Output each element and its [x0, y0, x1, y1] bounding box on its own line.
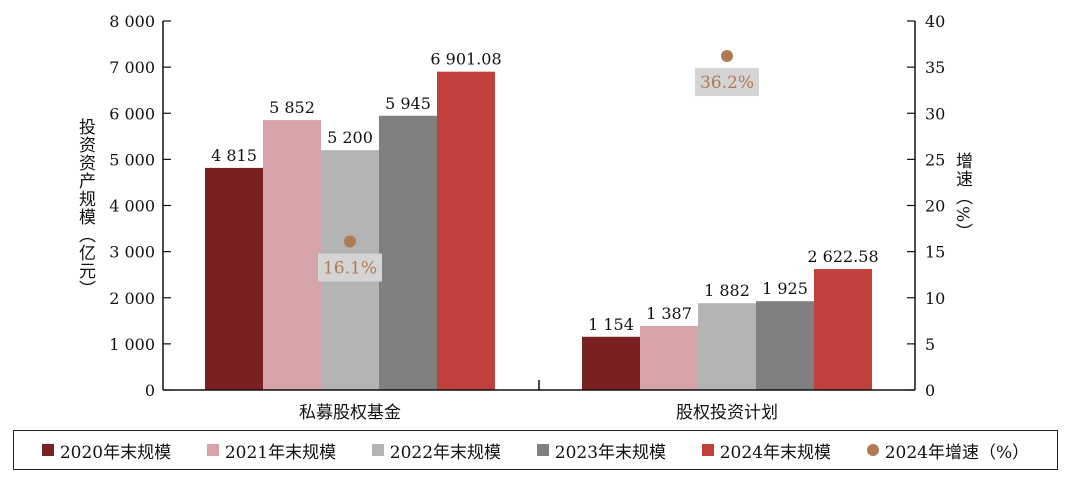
legend-item-2024: 2024年末规模	[701, 438, 831, 463]
y-tick-label-left: 7 000	[109, 58, 155, 77]
legend-swatch-2024	[701, 444, 714, 456]
legend-swatch-2020	[41, 444, 54, 456]
y-tick-label-right: 40	[925, 12, 945, 31]
bar-2021年末规模-私募股权基金	[263, 120, 321, 390]
y-tick-label-right: 30	[925, 104, 945, 123]
legend-label-2024: 2024年末规模	[719, 442, 831, 463]
legend-label-2021: 2021年末规模	[224, 442, 337, 463]
legend-item-growth: 2024年增速（%）	[866, 438, 1030, 463]
legend-item-2021: 2021年末规模	[206, 438, 337, 463]
bar-value-label: 5 852	[269, 98, 315, 117]
legend-item-2023: 2023年末规模	[536, 438, 667, 463]
legend-label-2022: 2022年末规模	[389, 442, 502, 463]
bar-value-label: 1 925	[762, 279, 808, 298]
y-tick-label-left: 4 000	[109, 197, 155, 216]
legend-dot-growth	[866, 444, 879, 456]
y-tick-label-left: 6 000	[109, 104, 155, 123]
y-tick-label-right: 0	[925, 381, 935, 400]
bar-value-label: 2 622.58	[807, 247, 878, 266]
bar-value-label: 6 901.08	[430, 50, 501, 69]
bar-2021年末规模-股权投资计划	[640, 326, 698, 390]
bar-2020年末规模-股权投资计划	[582, 336, 640, 390]
y-tick-label-right: 20	[925, 197, 945, 216]
legend-label-2020: 2020年末规模	[59, 442, 172, 463]
bar-2024年末规模-私募股权基金	[437, 71, 495, 390]
y-tick-label-right: 25	[925, 150, 945, 169]
legend-item-2020: 2020年末规模	[41, 438, 172, 463]
y-tick-label-left: 8 000	[109, 12, 155, 31]
growth-value-label: 36.2%	[700, 73, 754, 93]
legend-swatch-2022	[371, 444, 384, 456]
bar-2024年末规模-股权投资计划	[814, 269, 872, 390]
growth-label-box	[695, 68, 759, 97]
y-tick-label-right: 10	[925, 289, 945, 308]
growth-value-label: 16.1%	[323, 258, 377, 278]
growth-point	[344, 235, 356, 248]
legend-label-2023: 2023年末规模	[554, 442, 667, 463]
legend: 2020年末规模 2021年末规模 2022年末规模 2023年末规模 2024…	[13, 430, 1058, 470]
growth-label-box	[318, 253, 382, 282]
bar-value-label: 1 387	[646, 304, 692, 323]
bar-value-label: 1 154	[588, 315, 634, 334]
bar-2023年末规模-股权投资计划	[756, 301, 814, 390]
bar-2022年末规模-股权投资计划	[698, 303, 756, 390]
legend-label-growth: 2024年增速（%）	[884, 442, 1030, 463]
bar-value-label: 1 882	[704, 281, 750, 300]
x-category-label: 私募股权基金	[299, 403, 401, 423]
y-tick-label-left: 2 000	[109, 289, 155, 308]
bar-value-label: 4 815	[211, 146, 257, 165]
y-axis-label-left: 投资资产规模（亿元）	[75, 118, 95, 298]
legend-swatch-2023	[536, 444, 549, 456]
y-tick-label-left: 0	[145, 381, 155, 400]
growth-point	[721, 50, 733, 63]
y-axis-label-right: 增速（%）	[952, 152, 972, 242]
y-tick-label-left: 1 000	[109, 335, 155, 354]
legend-swatch-2021	[206, 444, 219, 456]
y-tick-label-right: 15	[925, 243, 945, 262]
y-tick-label-right: 35	[925, 58, 945, 77]
y-tick-label-left: 3 000	[109, 243, 155, 262]
y-tick-label-right: 5	[925, 335, 935, 354]
bar-value-label: 5 945	[385, 94, 431, 113]
y-tick-label-left: 5 000	[109, 150, 155, 169]
bar-2023年末规模-私募股权基金	[379, 115, 437, 391]
bar-2020年末规模-私募股权基金	[205, 167, 263, 390]
x-category-label: 股权投资计划	[676, 403, 778, 423]
bar-value-label: 5 200	[327, 128, 373, 147]
legend-item-2022: 2022年末规模	[371, 438, 502, 463]
